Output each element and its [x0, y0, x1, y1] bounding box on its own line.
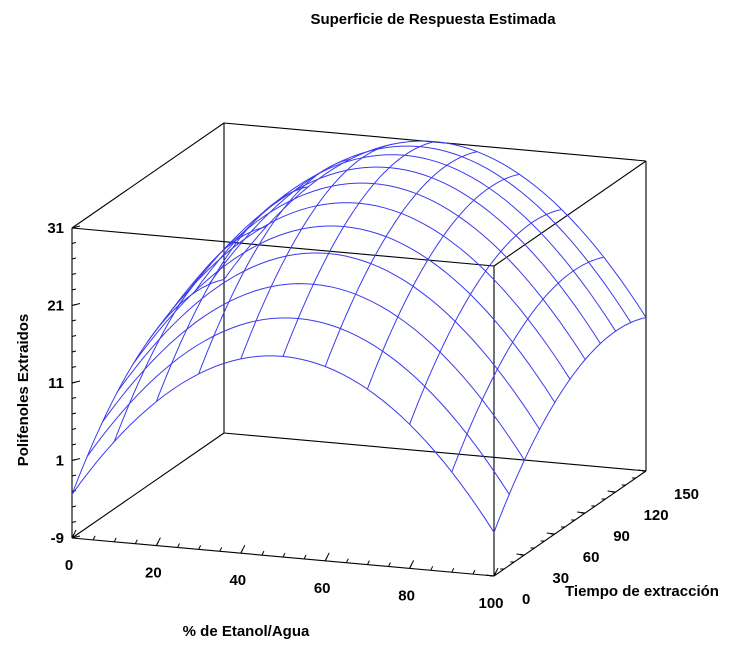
z-minor-tick — [71, 257, 77, 260]
x-minor-tick — [303, 554, 307, 560]
z-minor-tick — [71, 459, 77, 461]
mesh-line-ethanol — [366, 173, 520, 390]
mesh-line-ethanol — [155, 186, 309, 402]
x-minor-tick — [430, 566, 434, 571]
z-tick-label: -9 — [51, 530, 64, 547]
x-axis-label: % de Etanol/Agua — [183, 623, 310, 640]
surface-mesh — [71, 140, 647, 533]
mesh-line-ethanol — [282, 141, 436, 357]
box-edge — [493, 160, 647, 267]
mesh-line-ethanol — [493, 317, 647, 533]
z-tick-label: 21 — [47, 298, 64, 315]
z-minor-tick — [71, 428, 77, 430]
box-edge — [71, 432, 225, 539]
y-tick-label: 0 — [522, 591, 530, 608]
x-minor-tick — [472, 569, 476, 575]
mesh-line-ethanol — [71, 279, 225, 495]
z-tick-label: 11 — [48, 375, 64, 392]
x-minor-tick — [388, 562, 391, 567]
axis-ticks — [71, 225, 647, 577]
x-minor-tick — [240, 548, 244, 554]
mesh-line-ethanol — [113, 226, 267, 442]
x-minor-tick — [219, 547, 223, 552]
z-minor-tick — [71, 242, 77, 244]
z-tick-label: 1 — [56, 453, 64, 470]
y-tick-label: 120 — [644, 507, 669, 524]
z-minor-tick — [71, 288, 77, 291]
z-minor-tick — [71, 412, 77, 415]
x-minor-tick — [177, 543, 180, 548]
x-minor-tick — [198, 545, 202, 550]
x-tick-label: 0 — [65, 557, 73, 574]
z-minor-tick — [71, 521, 77, 523]
z-tick-label: 31 — [47, 220, 64, 237]
x-tick-label: 100 — [478, 595, 503, 612]
chart-title: Superficie de Respuesta Estimada — [310, 11, 556, 28]
mesh-line-time — [162, 182, 586, 360]
x-tick-label: 40 — [229, 572, 246, 589]
x-tick-label: 60 — [314, 580, 331, 597]
z-minor-tick — [71, 536, 77, 539]
x-minor-tick — [366, 560, 370, 565]
y-tick-label: 90 — [613, 528, 630, 545]
x-minor-tick — [113, 537, 117, 543]
x-minor-tick — [282, 552, 286, 558]
x-tick-label: 80 — [398, 587, 415, 604]
mesh-line-time — [71, 355, 495, 533]
x-minor-tick — [134, 539, 138, 544]
y-tick-label: 30 — [552, 570, 569, 587]
box-edge — [493, 470, 647, 577]
z-minor-tick — [71, 350, 77, 353]
y-axis-label: Tiempo de extracción — [565, 583, 719, 600]
mesh-line-time — [193, 154, 617, 332]
z-minor-tick — [71, 397, 77, 399]
x-minor-tick — [451, 567, 455, 573]
x-minor-tick — [409, 564, 413, 569]
mesh-line-ethanol — [324, 151, 478, 367]
z-minor-tick — [71, 335, 77, 337]
x-minor-tick — [345, 558, 349, 563]
z-minor-tick — [71, 304, 77, 306]
x-minor-tick — [155, 541, 159, 546]
y-tick-label: 60 — [583, 549, 600, 566]
z-minor-tick — [71, 505, 77, 508]
x-minor-tick — [71, 533, 75, 539]
mesh-line-ethanol — [240, 143, 393, 360]
z-minor-tick — [71, 319, 77, 322]
z-minor-tick — [71, 474, 77, 477]
mesh-line-ethanol — [451, 256, 604, 473]
z-minor-tick — [71, 366, 77, 368]
box-edge — [71, 122, 225, 229]
mesh-line-ethanol — [409, 209, 562, 425]
mesh-line-ethanol — [198, 158, 351, 375]
box-edge — [71, 227, 495, 267]
x-minor-tick — [493, 571, 497, 577]
mesh-line-time — [223, 140, 647, 318]
axes-box — [71, 122, 647, 577]
x-tick-label: 20 — [145, 565, 162, 582]
z-axis-label: Polifenoles Extraidos — [15, 314, 32, 467]
y-tick-label: 150 — [674, 486, 699, 503]
z-minor-tick — [71, 273, 77, 275]
z-minor-tick — [71, 381, 77, 384]
x-minor-tick — [261, 550, 265, 556]
z-minor-tick — [71, 226, 77, 229]
z-minor-tick — [71, 443, 77, 446]
x-minor-tick — [92, 535, 96, 541]
x-minor-tick — [324, 556, 328, 562]
